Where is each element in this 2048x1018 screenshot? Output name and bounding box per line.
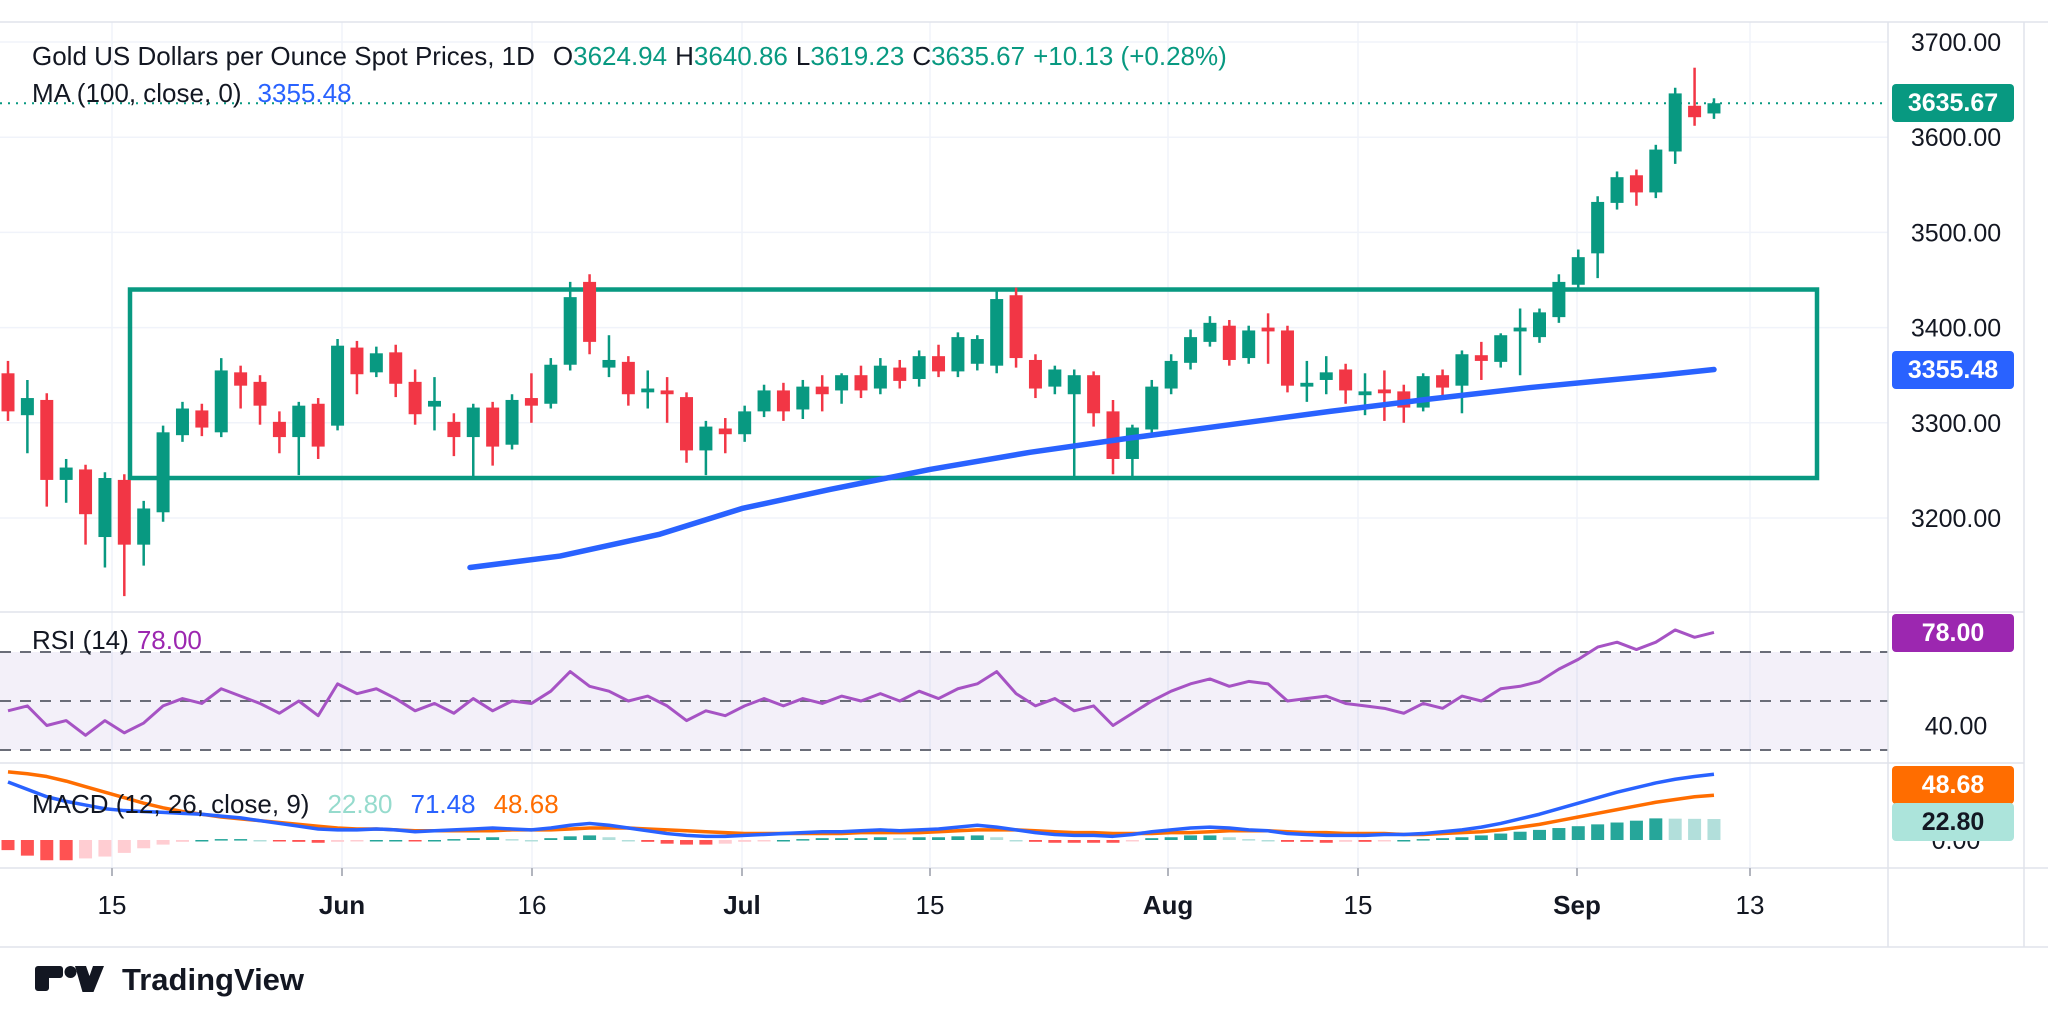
ohlc-open-label: O: [552, 41, 574, 71]
axis-label: Jul: [723, 890, 761, 920]
axis-label: 16: [518, 890, 547, 920]
axis-label: Sep: [1553, 890, 1601, 920]
ma-price-badge[interactable]: 3355.48: [1892, 351, 2014, 389]
axis-label: 3200.00: [1911, 505, 2001, 533]
symbol-legend[interactable]: Gold US Dollars per Ounce Spot Prices, 1…: [32, 42, 1227, 70]
grid-lines: [0, 22, 1888, 868]
axis-label: 15: [98, 890, 127, 920]
rsi-value: 78.00: [136, 625, 202, 655]
axis-label: Aug: [1143, 890, 1194, 920]
rsi-line: [7, 628, 1715, 737]
macd-hist-value: 22.80: [327, 789, 393, 819]
axis-label: 15: [1344, 890, 1373, 920]
axis-label: 15: [916, 890, 945, 920]
change-value: +10.13 (+0.28%): [1033, 41, 1227, 71]
time-axis[interactable]: 15 Jun 16 Jul 15 Aug 15 Sep 13: [98, 868, 1765, 920]
axis-label: 13: [1736, 890, 1765, 920]
symbol-title: Gold US Dollars per Ounce Spot Prices, 1…: [32, 41, 535, 71]
axis-label: 3500.00: [1911, 219, 2001, 247]
macd-line-value: 71.48: [410, 789, 476, 819]
tradingview-logo-icon: [35, 966, 104, 992]
macd-signal-value: 48.68: [493, 789, 559, 819]
rsi-label: RSI (14): [32, 625, 129, 655]
axis-label: Jun: [319, 890, 365, 920]
macd-line: [7, 772, 1715, 839]
ohlc-close-label: C: [912, 41, 932, 71]
ohlc-high-label: H: [675, 41, 694, 71]
ma-legend[interactable]: MA (100, close, 0) 3355.48: [32, 79, 352, 107]
tradingview-logo[interactable]: TradingView: [32, 962, 304, 998]
price-axis[interactable]: 3700.00 3600.00 3500.00 3400.00 3300.00 3200.…: [1911, 29, 2001, 855]
price-panel[interactable]: [0, 67, 1888, 597]
macd-legend[interactable]: MACD (12, 26, close, 9) 22.80 71.48 48.6…: [32, 790, 559, 818]
rsi-value-badge[interactable]: 78.00: [1892, 614, 2014, 652]
axis-label: 3400.00: [1911, 315, 2001, 343]
ohlc-low-label: L: [795, 41, 811, 71]
macd-panel[interactable]: [1, 770, 1721, 861]
axis-label: 3300.00: [1911, 410, 2001, 438]
axis-label: 40.00: [1925, 713, 1988, 741]
range-box-drawing[interactable]: [127, 287, 1820, 481]
ma-value: 3355.48: [257, 78, 352, 108]
ohlc-low-value: 3619.23: [810, 41, 905, 71]
ma-label: MA (100, close, 0): [32, 78, 242, 108]
macd-label: MACD (12, 26, close, 9): [32, 789, 310, 819]
ohlc-high-value: 3640.86: [693, 41, 788, 71]
candlestick-series: [1, 67, 1721, 597]
tradingview-logo-text: TradingView: [122, 962, 305, 997]
ohlc-close-value: 3635.67: [931, 41, 1026, 71]
axis-label: 3600.00: [1911, 124, 2001, 152]
rsi-panel[interactable]: [0, 628, 1888, 751]
macd-hist-badge[interactable]: 22.80: [1892, 803, 2014, 841]
macd-signal-badge[interactable]: 48.68: [1892, 766, 2014, 804]
ohlc-open-value: 3624.94: [573, 41, 668, 71]
current-price-badge[interactable]: 3635.67: [1892, 84, 2014, 122]
ma100-line: [467, 366, 1717, 571]
axis-label: 3700.00: [1911, 29, 2001, 57]
rsi-legend[interactable]: RSI (14) 78.00: [32, 626, 202, 654]
